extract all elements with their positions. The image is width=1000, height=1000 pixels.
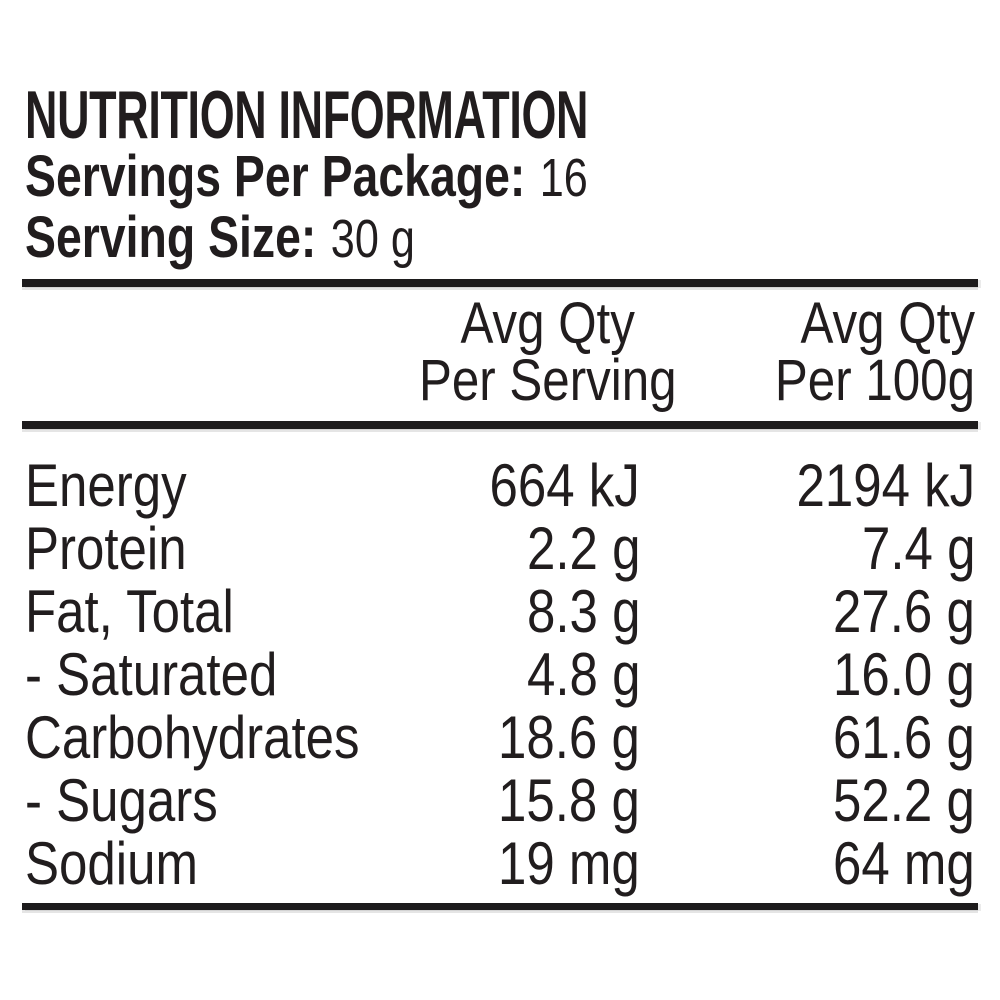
per-100g-value: 52.2 g [833,767,975,834]
page-title: NUTRITION INFORMATION [25,77,589,153]
nutrient-cell: Sodium [25,832,380,895]
per-100g-cell: 2194 kJ [640,454,975,517]
per-100g-header-line2: Per 100g [774,348,975,413]
nutrient-name: Fat, Total [25,578,234,645]
per-100g-value: 7.4 g [861,515,975,582]
per-100g-cell: 52.2 g [640,769,975,832]
per-serving-header-line1: Avg Qty [460,291,635,356]
table-row: Fat, Total 8.3 g 27.6 g [25,580,975,643]
per-100g-value: 16.0 g [833,641,975,708]
per-serving-cell: 2.2 g [380,517,640,580]
per-serving-value: 19 mg [498,830,640,897]
servings-per-package-value: 16 [539,148,588,208]
per-100g-value: 27.6 g [833,578,975,645]
nutrient-name: - Sugars [25,767,218,834]
servings-per-package-line: Servings Per Package: 16 [25,144,975,209]
per-serving-header-line2: Per Serving [419,348,677,413]
per-100g-cell: 7.4 g [640,517,975,580]
table-row: Protein 2.2 g 7.4 g [25,517,975,580]
nutrient-name: Sodium [25,830,198,897]
per-100g-value: 64 mg [833,830,975,897]
table-row: Carbohydrates 18.6 g 61.6 g [25,706,975,769]
per-serving-cell: 19 mg [380,832,640,895]
nutrient-cell: - Saturated [25,643,380,706]
nutrient-cell: - Sugars [25,769,380,832]
per-serving-value: 664 kJ [489,452,640,519]
serving-size-label: Serving Size: [25,205,317,270]
table-row: - Saturated 4.8 g 16.0 g [25,643,975,706]
nutrient-cell: Fat, Total [25,580,380,643]
table-row: Sodium 19 mg 64 mg [25,832,975,895]
table-row: Energy 664 kJ 2194 kJ [25,454,975,517]
per-100g-header-line1: Avg Qty [800,291,975,356]
serving-size-value: 30 g [330,209,415,269]
per-100g-cell: 16.0 g [640,643,975,706]
per-serving-value: 18.6 g [498,704,640,771]
per-serving-value: 15.8 g [498,767,640,834]
nutrient-name: Energy [25,452,187,519]
nutrient-name: Carbohydrates [25,704,360,771]
per-100g-cell: 61.6 g [640,706,975,769]
table-header-row: Avg Qty Per Serving Avg Qty Per 100g [25,291,975,413]
nutrient-cell: Carbohydrates [25,706,380,769]
divider-rule-bottom [22,903,978,910]
per-serving-cell: 8.3 g [380,580,640,643]
per-100g-value: 61.6 g [833,704,975,771]
divider-rule-top [22,279,978,287]
divider-rule-middle [22,421,978,429]
nutrient-cell: Protein [25,517,380,580]
per-serving-cell: 18.6 g [380,706,640,769]
per-serving-value: 8.3 g [526,578,640,645]
per-serving-cell: 4.8 g [380,643,640,706]
per-serving-cell: 664 kJ [380,454,640,517]
per-100g-value: 2194 kJ [796,452,975,519]
nutrient-column-header-spacer [25,295,380,409]
title-line: NUTRITION INFORMATION [25,77,975,153]
nutrient-cell: Energy [25,454,380,517]
per-serving-value: 4.8 g [526,641,640,708]
servings-per-package-label: Servings Per Package: [25,144,526,209]
nutrient-name: - Saturated [25,641,278,708]
per-serving-cell: 15.8 g [380,769,640,832]
per-100g-column-header: Avg Qty Per 100g [640,291,975,413]
table-row: - Sugars 15.8 g 52.2 g [25,769,975,832]
serving-size-line: Serving Size: 30 g [25,205,975,270]
per-100g-cell: 64 mg [640,832,975,895]
per-serving-column-header: Avg Qty Per Serving [380,291,677,413]
nutrient-table-body: Energy 664 kJ 2194 kJ Protein 2.2 g 7.4 … [25,454,975,895]
per-100g-cell: 27.6 g [640,580,975,643]
nutrient-name: Protein [25,515,187,582]
per-serving-value: 2.2 g [526,515,640,582]
